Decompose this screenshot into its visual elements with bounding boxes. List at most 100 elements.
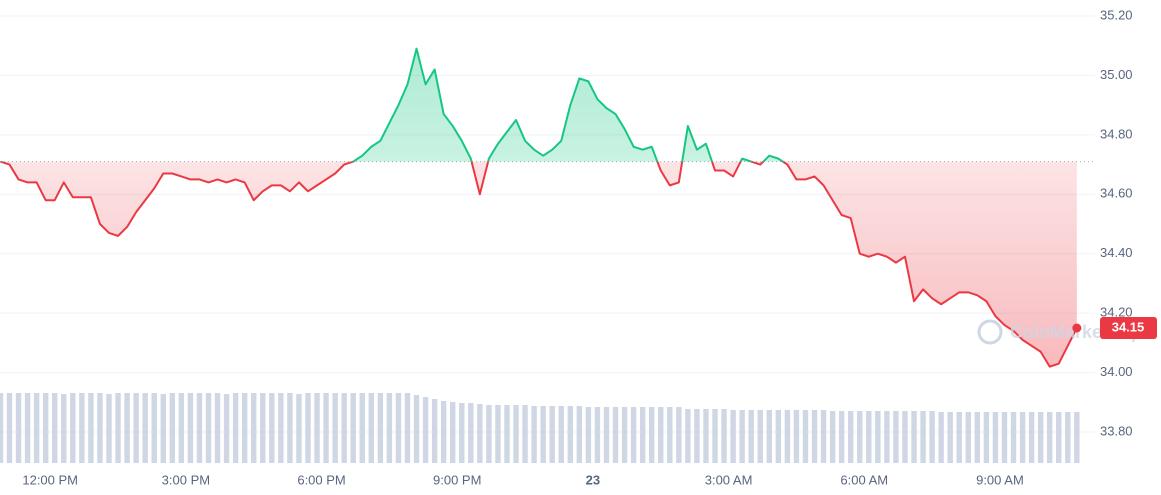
volume-bar	[658, 407, 664, 463]
volume-bar	[341, 393, 347, 463]
volume-bar	[79, 393, 85, 463]
volume-bar	[884, 411, 890, 463]
price-line-down	[0, 161, 1078, 368]
area-down	[0, 161, 1077, 367]
volume-bar	[820, 410, 827, 463]
volume-bar	[142, 393, 148, 463]
volume-bar	[486, 405, 492, 463]
volume-bar	[1010, 412, 1017, 463]
volume-bar	[1019, 412, 1026, 463]
volume-bar	[413, 395, 420, 463]
volume-bar	[296, 394, 302, 463]
volume-bar	[938, 412, 944, 463]
volume-bar	[196, 393, 203, 463]
volume-bar	[395, 393, 402, 463]
volume-bar	[857, 411, 863, 463]
y-tick-label: 34.40	[1100, 245, 1133, 260]
volume-bar	[540, 406, 546, 463]
volume-bar	[567, 406, 574, 463]
volume-bar	[585, 407, 592, 463]
volume-bar	[287, 393, 293, 463]
volume-bar	[178, 393, 185, 463]
volume-bar	[947, 412, 953, 463]
volume-bar	[61, 394, 67, 463]
y-tick-label: 34.80	[1100, 126, 1133, 141]
volume-bar	[676, 407, 682, 463]
volume-bar	[612, 407, 619, 463]
volume-bar	[811, 410, 818, 463]
volume-bar	[106, 394, 112, 463]
volume-bar	[24, 393, 31, 463]
volume-bar	[332, 393, 338, 463]
volume-bar	[1037, 412, 1044, 463]
volume-bar	[251, 393, 257, 463]
volume-bar	[1001, 412, 1008, 463]
volume-bar	[386, 393, 393, 463]
volume-bar	[1074, 412, 1080, 463]
volume-bar	[694, 409, 700, 463]
volume-bar	[422, 397, 429, 463]
volume-bar	[911, 411, 917, 463]
x-tick-label: 6:00 AM	[840, 472, 888, 487]
volume-bar	[151, 393, 157, 463]
volume-bar	[920, 411, 926, 463]
volume-bar	[1046, 412, 1053, 463]
volume-bar	[667, 407, 673, 463]
volume-bar	[703, 409, 709, 463]
x-tick-label: 9:00 PM	[433, 472, 481, 487]
y-tick-label: 34.20	[1100, 305, 1133, 320]
volume-bar	[124, 393, 130, 463]
volume-bar	[115, 393, 121, 463]
volume-bar	[766, 410, 772, 463]
x-tick-label: 3:00 AM	[705, 472, 753, 487]
x-tick-label: 9:00 AM	[976, 472, 1024, 487]
volume-bar	[893, 411, 899, 463]
volume-bar	[712, 409, 718, 463]
volume-bar	[241, 393, 248, 463]
volume-bar	[205, 393, 212, 463]
volume-bar	[223, 394, 230, 463]
watermark-logo	[977, 319, 1003, 345]
y-tick-label: 34.60	[1100, 186, 1133, 201]
volume-bar	[594, 407, 601, 463]
volume-bar	[802, 410, 809, 463]
volume-bar	[1065, 412, 1071, 463]
volume-bar	[495, 405, 501, 463]
y-tick-label: 34.00	[1100, 364, 1133, 379]
volume-bar	[0, 393, 4, 463]
volume-bar	[15, 393, 22, 463]
volume-bar	[260, 393, 266, 463]
volume-bar	[902, 411, 908, 463]
volume-bar	[875, 411, 881, 463]
volume-bar	[866, 411, 872, 463]
y-tick-label: 35.00	[1100, 67, 1133, 82]
volume-bar	[531, 406, 537, 463]
volume-bar	[133, 393, 139, 463]
volume-bar	[160, 394, 166, 463]
x-tick-label: 23	[586, 472, 600, 487]
volume-bar	[404, 393, 411, 463]
volume-bar	[1056, 412, 1062, 463]
volume-bar	[748, 410, 754, 463]
price-line-up	[0, 47, 785, 162]
volume-bar	[169, 393, 176, 463]
volume-bar	[829, 411, 836, 463]
volume-bar	[431, 399, 438, 463]
volume-bar	[377, 393, 384, 463]
volume-bar	[214, 393, 221, 463]
volume-bar	[775, 410, 782, 463]
volume-bar	[983, 412, 990, 463]
volume-bar	[1028, 412, 1035, 463]
volume-bar	[793, 410, 800, 463]
x-tick-label: 6:00 PM	[297, 472, 345, 487]
volume-bar	[88, 393, 94, 463]
volume-bar	[603, 407, 610, 463]
volume-bar	[549, 406, 555, 463]
volume-bar	[649, 407, 655, 463]
volume-bar	[621, 407, 628, 463]
volume-bar	[477, 404, 483, 463]
volume-bar	[739, 410, 745, 463]
volume-bar	[440, 401, 447, 463]
volume-bar	[974, 412, 981, 463]
current-price-badge	[1100, 317, 1157, 339]
